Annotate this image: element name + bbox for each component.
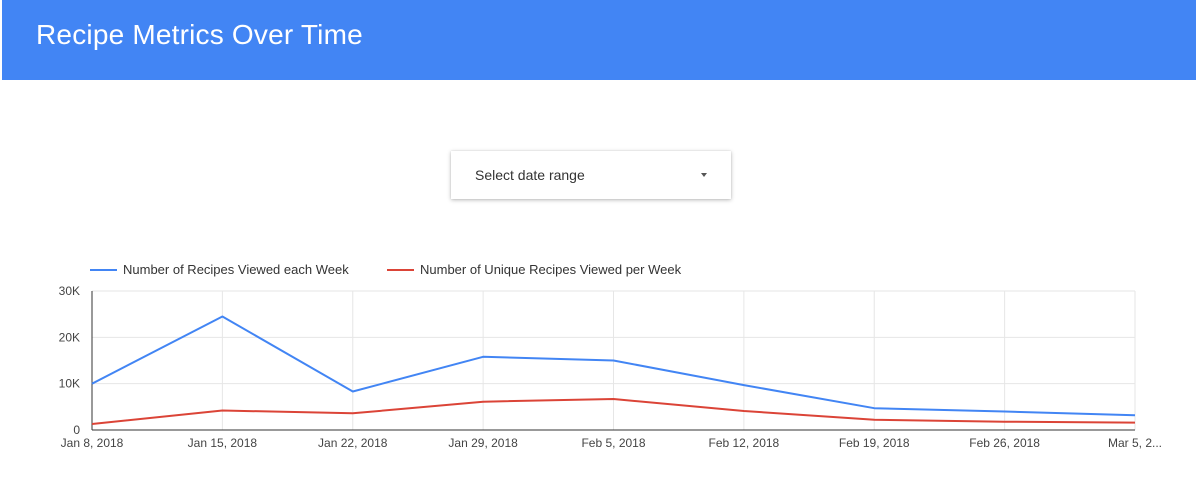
data-point[interactable] xyxy=(480,354,486,360)
data-point[interactable] xyxy=(611,396,617,402)
chart-series xyxy=(89,313,1138,427)
data-point[interactable] xyxy=(89,381,95,387)
data-point[interactable] xyxy=(350,410,356,416)
chart-axes xyxy=(91,291,1135,431)
x-tick-label: Feb 5, 2018 xyxy=(581,436,645,450)
data-point[interactable] xyxy=(1002,408,1008,414)
legend-swatch-blue xyxy=(90,268,117,271)
x-tick-label: Mar 5, 2... xyxy=(1108,436,1162,450)
data-point[interactable] xyxy=(219,313,225,319)
page-title: Recipe Metrics Over Time xyxy=(36,19,363,50)
y-tick-label: 30K xyxy=(59,284,80,298)
app-header: Recipe Metrics Over Time xyxy=(2,0,1196,80)
legend-item-unique-recipes[interactable]: Number of Unique Recipes Viewed per Week xyxy=(387,262,681,277)
data-point[interactable] xyxy=(871,417,877,423)
data-point[interactable] xyxy=(1132,412,1138,418)
x-tick-label: Jan 8, 2018 xyxy=(61,436,124,450)
chart-grid xyxy=(92,290,1136,430)
data-point[interactable] xyxy=(871,405,877,411)
data-point[interactable] xyxy=(219,408,225,414)
data-point[interactable] xyxy=(350,389,356,395)
legend-swatch-red xyxy=(387,268,414,271)
window-edge xyxy=(1197,0,1200,485)
legend-label: Number of Recipes Viewed each Week xyxy=(123,262,349,277)
data-point[interactable] xyxy=(480,399,486,405)
series-line-2[interactable] xyxy=(91,398,1136,425)
legend-item-recipes-viewed[interactable]: Number of Recipes Viewed each Week xyxy=(90,262,349,277)
data-point[interactable] xyxy=(741,408,747,414)
data-point[interactable] xyxy=(89,421,95,427)
x-tick-label: Jan 29, 2018 xyxy=(448,436,518,450)
y-tick-label: 0 xyxy=(73,423,80,437)
y-tick-label: 10K xyxy=(59,377,80,391)
x-tick-label: Feb 26, 2018 xyxy=(969,436,1040,450)
x-tick-label: Jan 15, 2018 xyxy=(188,436,258,450)
data-point[interactable] xyxy=(611,358,617,364)
date-range-dropdown[interactable]: Select date range xyxy=(451,151,731,199)
series-line-1[interactable] xyxy=(91,315,1136,417)
chart-labels: 0 10K 20K 30K Jan 8, 2018 Jan 15, 2018 Jan 22,… xyxy=(59,284,1162,450)
x-tick-label: Feb 12, 2018 xyxy=(709,436,780,450)
x-tick-label: Jan 22, 2018 xyxy=(318,436,388,450)
legend-label: Number of Unique Recipes Viewed per Week xyxy=(420,262,682,277)
data-point[interactable] xyxy=(1132,420,1138,426)
date-range-label: Select date range xyxy=(475,167,585,183)
y-tick-label: 20K xyxy=(59,330,80,344)
caret-down-icon xyxy=(701,173,707,177)
data-point[interactable] xyxy=(741,382,747,388)
data-point[interactable] xyxy=(1002,419,1008,425)
x-tick-label: Feb 19, 2018 xyxy=(839,436,910,450)
